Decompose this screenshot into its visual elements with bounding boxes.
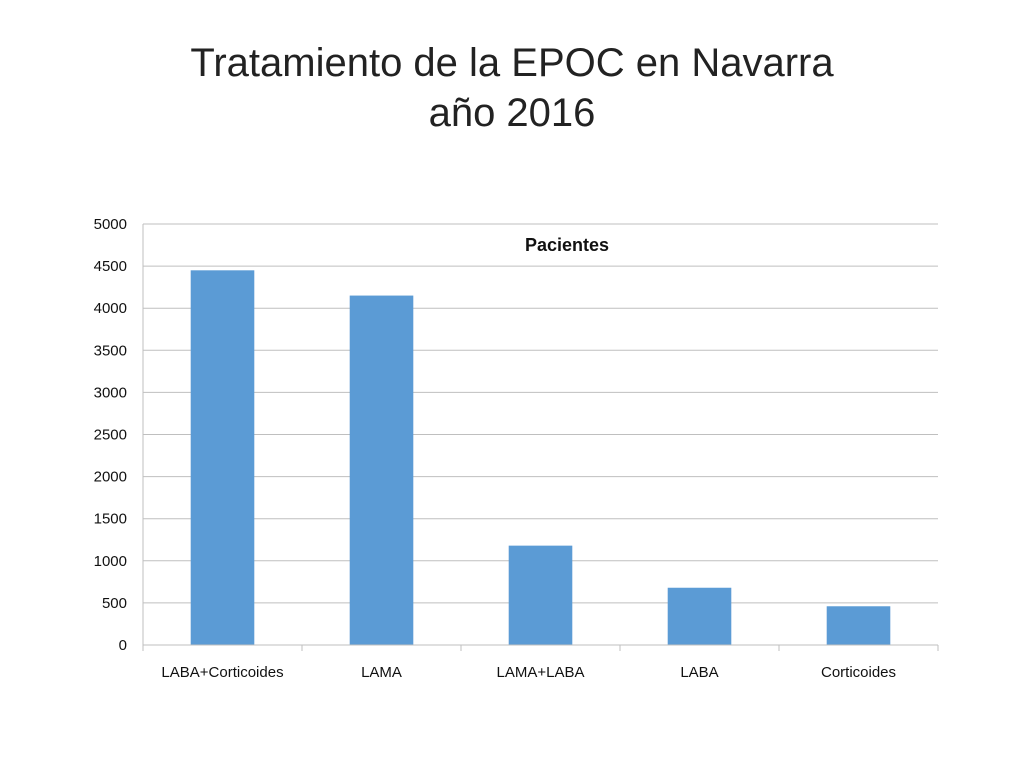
- x-tick-label: Corticoides: [821, 664, 896, 681]
- bar-lama: [349, 295, 414, 645]
- y-tick-label: 1000: [94, 553, 127, 570]
- bars: [190, 270, 891, 645]
- slide-title: Tratamiento de la EPOC en Navarra año 20…: [0, 38, 1024, 138]
- axes: [142, 224, 939, 651]
- y-tick-label: 4500: [94, 258, 127, 275]
- y-tick-label: 4000: [94, 300, 127, 317]
- y-tick-label: 0: [119, 637, 127, 654]
- y-tick-label: 2000: [94, 469, 127, 486]
- slide-title-line-2: año 2016: [428, 91, 596, 135]
- x-tick-label: LABA+Corticoides: [161, 664, 283, 681]
- bar-laba: [667, 587, 732, 645]
- x-tick-label: LABA: [680, 664, 718, 681]
- y-tick-label: 5000: [94, 216, 127, 233]
- y-tick-label: 1500: [94, 511, 127, 528]
- slide-title-line-1: Tratamiento de la EPOC en Navarra: [190, 41, 834, 85]
- y-tick-label: 500: [102, 595, 127, 612]
- gridlines: [143, 223, 938, 646]
- y-tick-label: 3000: [94, 384, 127, 401]
- bar-laba-corticoides: [190, 270, 255, 645]
- bar-corticoides: [826, 606, 891, 645]
- bar-lama-laba: [508, 545, 573, 645]
- y-tick-label: 3500: [94, 342, 127, 359]
- y-tick-label: 2500: [94, 427, 127, 444]
- tick-labels: 0 500 1000 1500 2000 2500 3000 3500 4000 4500 5000…: [94, 216, 896, 681]
- x-tick-label: LAMA+LABA: [497, 664, 585, 681]
- chart-title: Pacientes: [525, 235, 609, 255]
- x-tick-label: LAMA: [361, 664, 402, 681]
